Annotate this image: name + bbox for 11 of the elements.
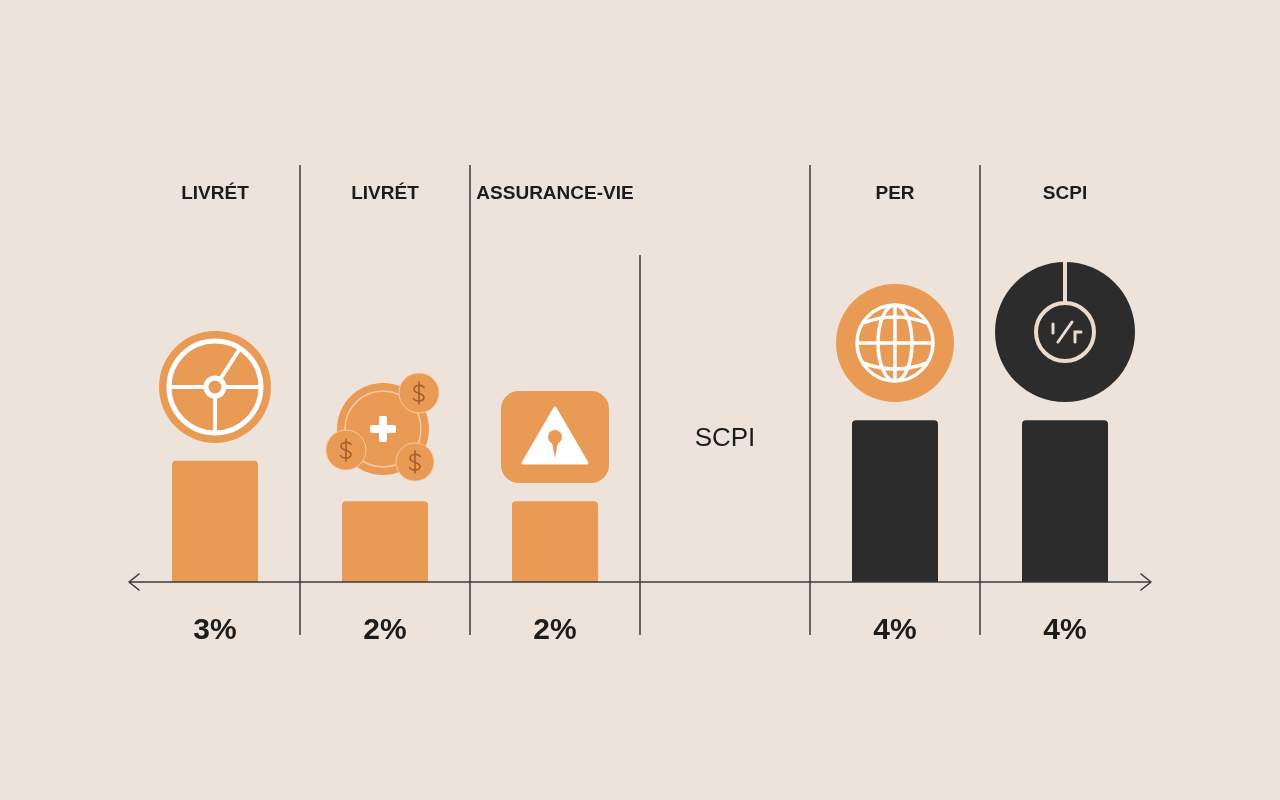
x-tick-label: LIVRÉT: [181, 181, 250, 203]
x-tick-label: PER: [875, 181, 915, 203]
x-tick-label: SCPI: [1042, 181, 1088, 203]
x-tick-label: ASSURANCE-VIE: [476, 181, 634, 203]
data-label: 2%: [533, 611, 577, 645]
data-label: 3%: [193, 611, 237, 645]
data-label: 2%: [363, 611, 407, 645]
data-label: 4%: [873, 611, 917, 645]
x-tick-label: LIVRÉT: [351, 181, 420, 203]
annotation: SCPI: [694, 421, 756, 453]
data-label: 4%: [1043, 611, 1087, 645]
